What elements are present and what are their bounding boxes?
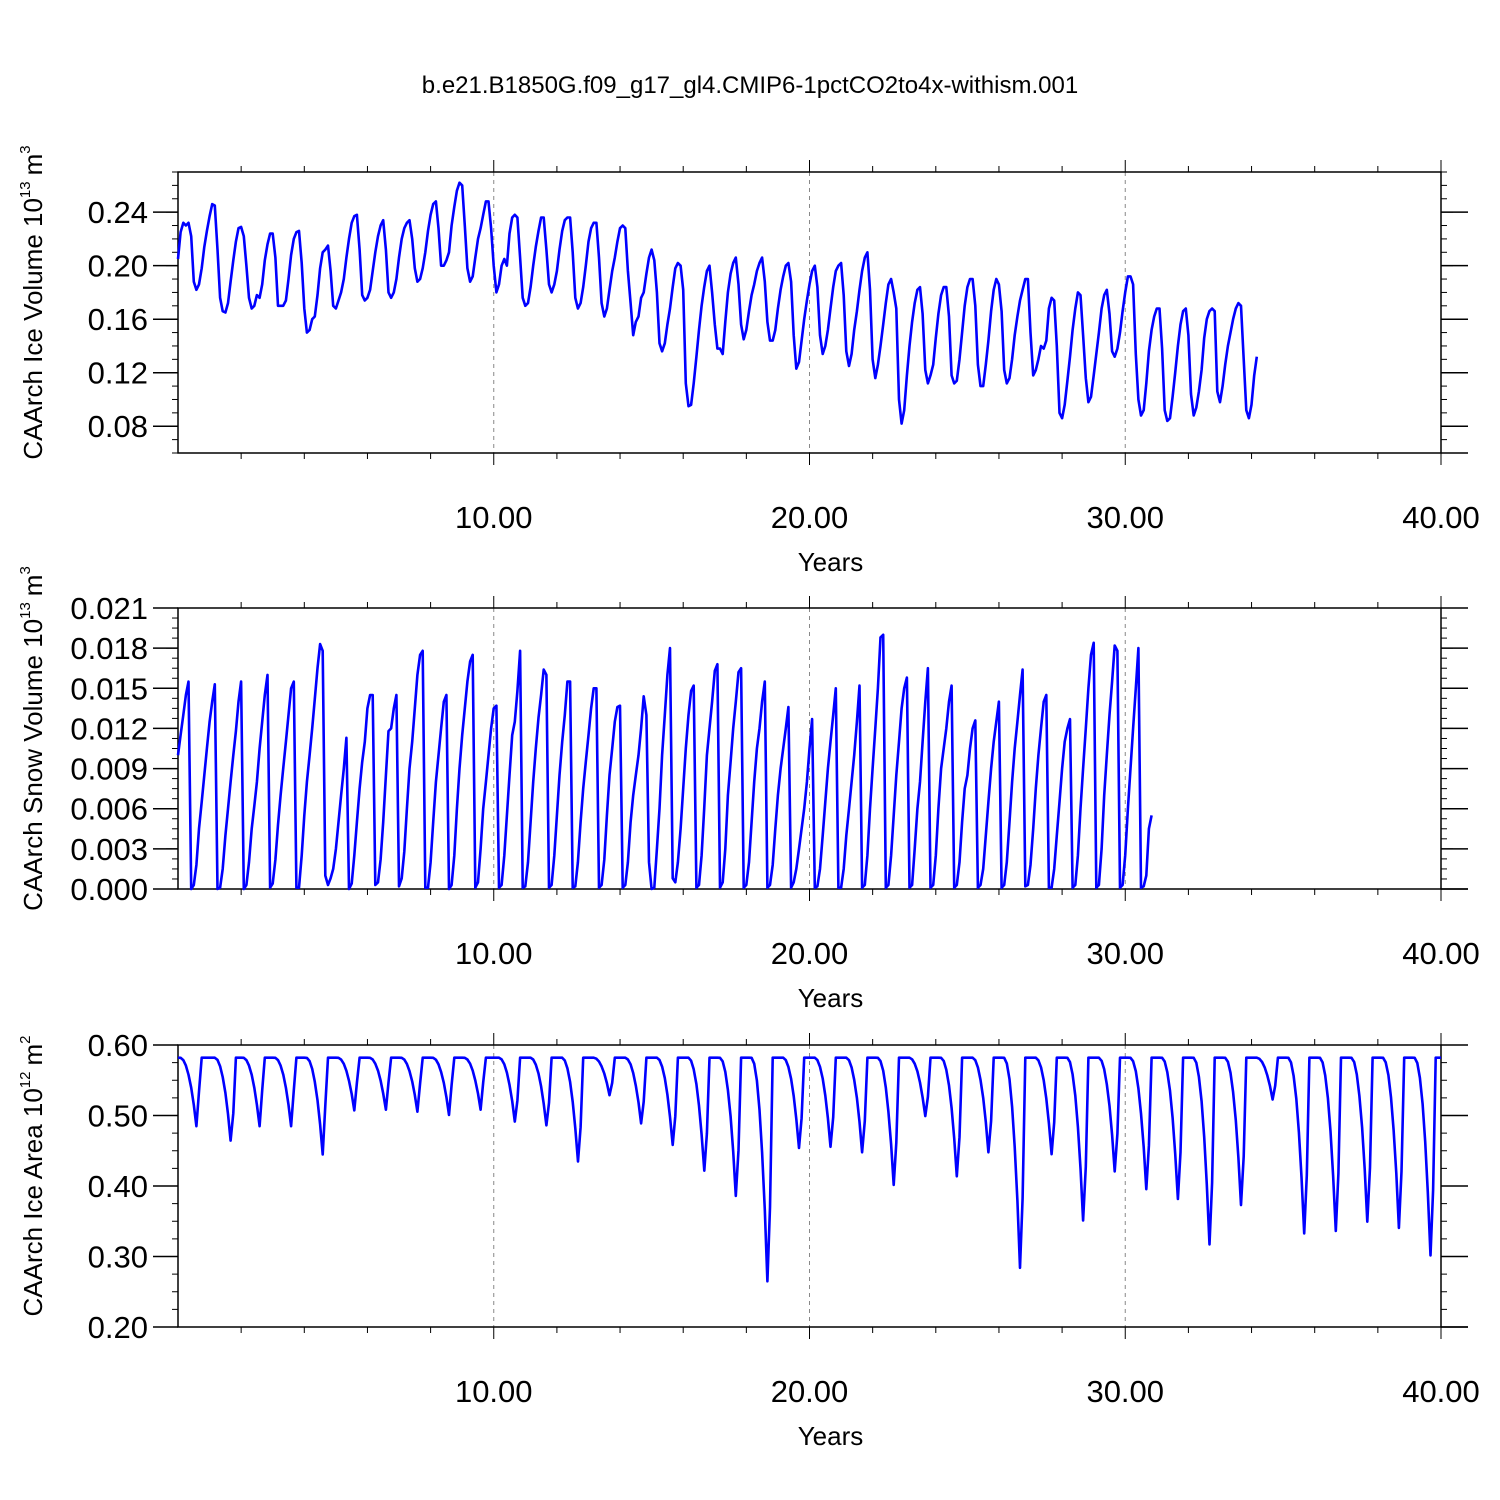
ice-volume-xtick-label: 30.00 — [1086, 500, 1164, 535]
snow-volume-ytick-label: 0.018 — [70, 631, 148, 666]
ice-area-ytick-label: 0.40 — [88, 1169, 148, 1204]
ice-area-ylabel: CAArch Ice Area 1012 m2 — [17, 1035, 48, 1316]
ice-volume-panel: 10.00 20.00 30.00 40.00 0.08 0.12 0.16 0.20 0.24… — [17, 145, 1480, 577]
snow-volume-series — [176, 633, 1153, 891]
ice-volume-ytick-label: 0.08 — [88, 409, 148, 444]
snow-volume-ylabel-unit: m — [18, 575, 48, 597]
ice-area-ylabel-unit: m — [18, 1044, 48, 1066]
snow-volume-xtick-label: 10.00 — [455, 936, 533, 971]
ice-area-ylabel-unit-exp: 2 — [17, 1035, 34, 1043]
ice-area-series-line — [177, 1056, 1441, 1283]
ice-area-xtick-label: 20.00 — [771, 1374, 849, 1409]
snow-volume-ytick-label: 0.003 — [70, 832, 148, 867]
ice-volume-ytick-label: 0.16 — [88, 302, 148, 337]
ice-area-ytick-label: 0.30 — [88, 1240, 148, 1275]
ice-volume-ylabel-main: CAArch Ice Volume 10 — [18, 198, 48, 460]
snow-volume-ylabel-exp: 13 — [17, 602, 34, 619]
ice-volume-xtick-label: 10.00 — [455, 500, 533, 535]
ice-volume-ylabel-unit-exp: 3 — [17, 145, 34, 153]
ice-volume-xtick-label: 20.00 — [771, 500, 849, 535]
ice-volume-grid — [493, 172, 1126, 453]
ice-volume-ytick-label: 0.20 — [88, 249, 148, 284]
ice-volume-xlabel: Years — [798, 547, 864, 577]
snow-volume-ytick-label: 0.000 — [70, 872, 148, 907]
snow-volume-ylabel-unit-exp: 3 — [17, 566, 34, 574]
ice-area-grid — [493, 1045, 1126, 1327]
snow-volume-axes: 10.00 20.00 30.00 40.00 0.000 0.003 0.006 0.009… — [70, 591, 1479, 971]
ice-area-ytick-label: 0.20 — [88, 1310, 148, 1345]
ice-area-axes: 10.00 20.00 30.00 40.00 0.20 0.30 0.40 0.50 0.60 — [88, 1028, 1480, 1409]
ice-volume-series-line — [176, 181, 1259, 425]
snow-volume-ytick-label: 0.006 — [70, 792, 148, 827]
ice-volume-ylabel-unit: m — [18, 154, 48, 176]
ice-volume-ytick-label: 0.12 — [88, 356, 148, 391]
ice-area-ylabel-main: CAArch Ice Area 10 — [18, 1088, 48, 1316]
snow-volume-ytick-label: 0.009 — [70, 752, 148, 787]
ice-volume-axes: 10.00 20.00 30.00 40.00 0.08 0.12 0.16 0.20 0.24 — [88, 160, 1480, 535]
snow-volume-ytick-label: 0.021 — [70, 591, 148, 626]
ice-volume-series — [176, 181, 1259, 425]
ice-volume-ylabel-exp: 13 — [17, 181, 34, 198]
ice-area-series — [177, 1056, 1441, 1283]
ice-volume-ylabel: CAArch Ice Volume 1013 m3 — [17, 145, 48, 459]
ice-area-xtick-label: 30.00 — [1086, 1374, 1164, 1409]
ice-area-ytick-label: 0.50 — [88, 1099, 148, 1134]
snow-volume-xtick-label: 40.00 — [1402, 936, 1480, 971]
ice-volume-xtick-label: 40.00 — [1402, 500, 1480, 535]
ice-area-xtick-label: 10.00 — [455, 1374, 533, 1409]
snow-volume-ytick-label: 0.015 — [70, 671, 148, 706]
ice-area-ylabel-exp: 12 — [17, 1071, 34, 1088]
snow-volume-xlabel: Years — [798, 983, 864, 1013]
page-title: b.e21.B1850G.f09_g17_gl4.CMIP6-1pctCO2to… — [421, 72, 1079, 99]
ice-area-ytick-label: 0.60 — [88, 1028, 148, 1063]
snow-volume-xtick-label: 30.00 — [1086, 936, 1164, 971]
ice-volume-ytick-label: 0.24 — [88, 195, 148, 230]
snow-volume-ytick-label: 0.012 — [70, 711, 148, 746]
snow-volume-panel: 10.00 20.00 30.00 40.00 0.000 0.003 0.006 0.009… — [17, 566, 1480, 1013]
snow-volume-series-line — [176, 633, 1153, 891]
ice-area-panel: 10.00 20.00 30.00 40.00 0.20 0.30 0.40 0.50 0.60… — [17, 1028, 1480, 1451]
snow-volume-ylabel: CAArch Snow Volume 1013 m3 — [17, 566, 48, 911]
snow-volume-xtick-label: 20.00 — [771, 936, 849, 971]
ice-area-xtick-label: 40.00 — [1402, 1374, 1480, 1409]
snow-volume-ylabel-main: CAArch Snow Volume 10 — [18, 619, 48, 911]
ice-area-xlabel: Years — [798, 1421, 864, 1451]
